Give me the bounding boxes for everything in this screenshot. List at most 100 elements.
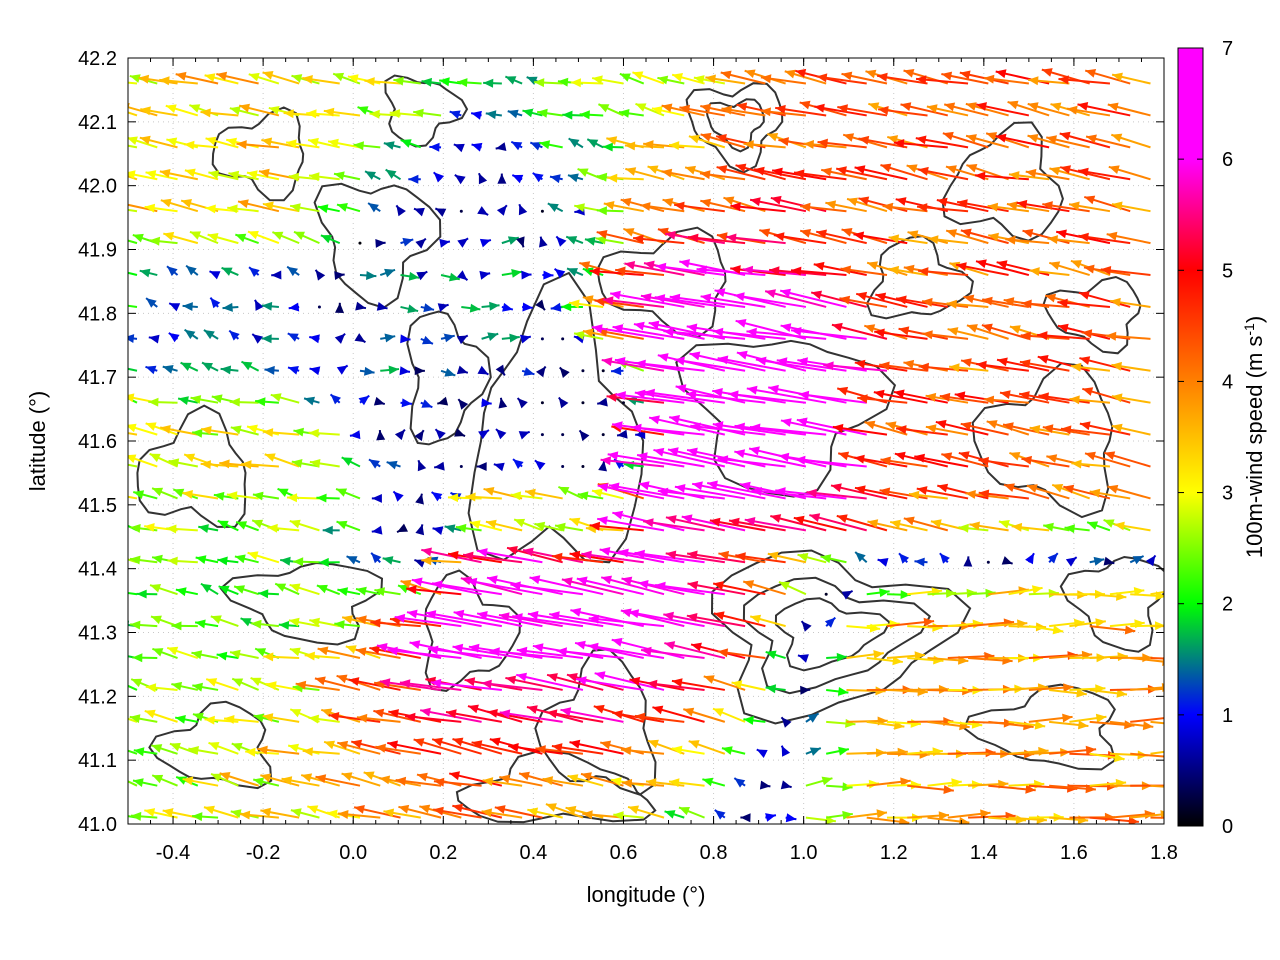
wind-arrow: [267, 523, 300, 533]
wind-arrow-shaft: [411, 578, 482, 596]
wind-arrow-head: [204, 73, 216, 82]
wind-arrow: [192, 682, 219, 692]
wind-arrow-head: [536, 366, 546, 378]
wind-arrow-head: [493, 462, 505, 472]
wind-arrow: [858, 196, 908, 213]
wind-arrow-shaft: [674, 358, 746, 372]
wind-arrow: [1145, 554, 1157, 567]
wind-arrow: [128, 334, 138, 343]
wind-arrow: [678, 806, 705, 819]
wind-arrow: [439, 238, 451, 248]
wind-arrow-head: [389, 109, 401, 118]
wind-arrow-head: [376, 643, 388, 652]
wind-arrow-head: [796, 417, 808, 427]
wind-arrow-head: [216, 71, 228, 81]
wind-arrow-head: [510, 491, 522, 501]
wind-arrow-head: [547, 203, 559, 212]
wind-arrow-head: [714, 288, 726, 297]
wind-arrow-head: [654, 294, 666, 303]
wind-arrow-shaft: [806, 491, 867, 500]
wind-arrow-head: [471, 142, 483, 152]
wind-arrow-head: [674, 484, 686, 493]
wind-arrow-head: [914, 453, 925, 463]
wind-arrow-head: [519, 771, 530, 781]
wind-arrow-head: [463, 551, 474, 561]
wind-arrow: [236, 140, 279, 149]
wind-arrow-head: [983, 74, 995, 84]
wind-arrow: [355, 301, 367, 311]
wind-arrow-shaft: [510, 583, 584, 596]
wind-arrow-head: [152, 648, 164, 657]
wind-arrow-head: [793, 515, 805, 525]
wind-arrow: [505, 675, 563, 691]
wind-arrow-head: [433, 172, 445, 183]
wind-arrow: [1047, 235, 1090, 245]
wind-arrow-shaft: [128, 106, 158, 117]
wind-arrow-head: [448, 493, 459, 503]
wind-arrow-head: [516, 672, 527, 682]
wind-arrow: [261, 334, 279, 344]
wind-arrow: [532, 172, 544, 183]
wind-arrow: [171, 621, 198, 631]
wind-arrow: [341, 772, 381, 787]
wind-arrow-head: [798, 390, 810, 400]
wind-arrow: [128, 81, 138, 85]
wind-arrow-head: [356, 713, 368, 723]
wind-arrow-head: [600, 456, 612, 466]
wind-arrow: [400, 139, 422, 149]
wind-arrow-head: [201, 426, 212, 435]
wind-arrow-head: [1078, 167, 1089, 177]
wind-arrow-head: [128, 170, 136, 180]
wind-arrow: [506, 546, 563, 564]
wind-arrow-head: [817, 138, 828, 148]
wind-arrow: [981, 323, 1030, 340]
wind-arrow-head: [293, 557, 304, 567]
wind-arrow-head: [168, 458, 180, 468]
wind-arrow: [596, 206, 624, 216]
wind-arrow-head: [369, 109, 380, 119]
wind-arrow-head: [513, 459, 524, 469]
contour-line: [865, 235, 974, 320]
wind-arrow: [152, 647, 178, 659]
wind-arrow-head: [1063, 683, 1074, 693]
wind-arrow-head: [263, 201, 274, 211]
wind-arrow: [689, 351, 766, 372]
wind-arrow-head: [204, 715, 215, 725]
wind-arrow-head: [816, 73, 828, 83]
wind-arrow-head: [324, 740, 335, 750]
wind-arrow: [529, 575, 604, 596]
wind-arrow-head: [746, 327, 757, 337]
wind-arrow-head: [632, 71, 644, 80]
wind-arrow-head: [382, 556, 394, 565]
wind-arrow-shaft: [466, 579, 543, 596]
wind-arrow: [824, 592, 828, 596]
wind-arrow-head: [229, 397, 240, 407]
wind-arrow-head: [1049, 166, 1061, 176]
wind-arrow: [175, 71, 219, 85]
wind-arrow: [479, 238, 492, 248]
wind-arrow: [476, 462, 487, 471]
wind-arrow-head: [601, 357, 613, 367]
wind-arrow-head: [181, 199, 192, 208]
wind-arrow: [371, 525, 383, 535]
wind-arrow: [309, 617, 340, 628]
wind-arrow-head: [407, 304, 419, 314]
wind-arrow: [960, 421, 1009, 436]
wind-arrow: [569, 550, 624, 564]
wind-arrow: [551, 552, 604, 564]
wind-arrow: [735, 552, 786, 564]
wind-arrow-head: [152, 487, 164, 497]
wind-arrow: [671, 678, 725, 691]
wind-arrow-shaft: [602, 298, 665, 308]
wind-arrow-head: [648, 739, 659, 749]
wind-arrow-head: [306, 109, 317, 119]
wind-arrow: [744, 517, 807, 532]
wind-arrow: [477, 365, 489, 376]
wind-arrow: [1059, 131, 1111, 149]
wind-arrow: [522, 108, 543, 118]
wind-arrow-head: [595, 235, 607, 245]
wind-arrow: [210, 615, 239, 628]
wind-arrow: [427, 645, 502, 660]
wind-arrow-head: [414, 366, 425, 376]
wind-arrow-head: [1067, 105, 1078, 115]
